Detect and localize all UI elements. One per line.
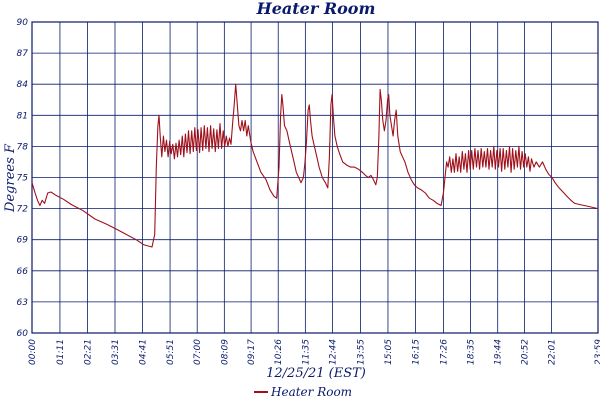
- y-tick-label: 63: [17, 298, 29, 308]
- y-tick-label: 66: [17, 267, 29, 277]
- y-tick-label: 72: [17, 205, 29, 215]
- y-tick-label: 60: [17, 329, 29, 339]
- y-tick-label: 84: [17, 80, 29, 90]
- x-tick-label: 18:35: [467, 339, 477, 365]
- legend: Heater Room: [254, 385, 352, 399]
- y-tick-label: 78: [17, 142, 29, 152]
- x-tick-label: 23:59: [594, 339, 600, 365]
- x-tick-label: 03:31: [111, 339, 121, 365]
- x-tick-label: 02:21: [83, 339, 93, 365]
- x-axis-label: 12/25/21 (EST): [266, 366, 366, 381]
- grid: [31, 21, 599, 334]
- y-tick-label: 90: [17, 18, 29, 28]
- plot-area: [31, 83, 599, 248]
- y-tick-label: 81: [17, 111, 28, 121]
- x-tick-label: 01:11: [56, 339, 66, 365]
- x-tick-label: 17:26: [439, 339, 449, 365]
- y-axis: 60 63 66 69 72 75 78 81 84 87 90: [17, 18, 29, 339]
- x-tick-label: 08:09: [220, 339, 230, 365]
- x-tick-label: 13:55: [356, 339, 366, 365]
- x-tick-label: 07:00: [193, 339, 203, 365]
- x-tick-label: 11:35: [301, 339, 311, 365]
- x-tick-label: 05:51: [166, 339, 176, 365]
- x-tick-label: 15:05: [384, 339, 394, 365]
- x-tick-label: 09:17: [247, 339, 257, 365]
- x-axis: 00:00 01:11 02:21 03:31 04:41 05:51 07:00 08:09…: [28, 339, 600, 365]
- x-tick-label: 04:41: [139, 339, 149, 365]
- chart-title: Heater Room: [256, 0, 376, 18]
- x-tick-label: 16:15: [411, 339, 421, 365]
- y-tick-label: 87: [17, 49, 29, 59]
- y-axis-label: Degrees F: [3, 143, 18, 213]
- x-tick-label: 12:44: [329, 339, 339, 365]
- y-tick-label: 75: [17, 174, 29, 184]
- y-tick-label: 69: [17, 236, 29, 246]
- x-tick-label: 00:00: [28, 339, 38, 365]
- x-tick-label: 19:44: [494, 339, 504, 365]
- x-tick-label: 10:26: [274, 339, 284, 365]
- x-tick-label: 20:52: [520, 339, 530, 365]
- x-tick-label: 22:01: [548, 339, 558, 365]
- series-line-heater-room: [31, 83, 599, 248]
- legend-label: Heater Room: [270, 385, 352, 399]
